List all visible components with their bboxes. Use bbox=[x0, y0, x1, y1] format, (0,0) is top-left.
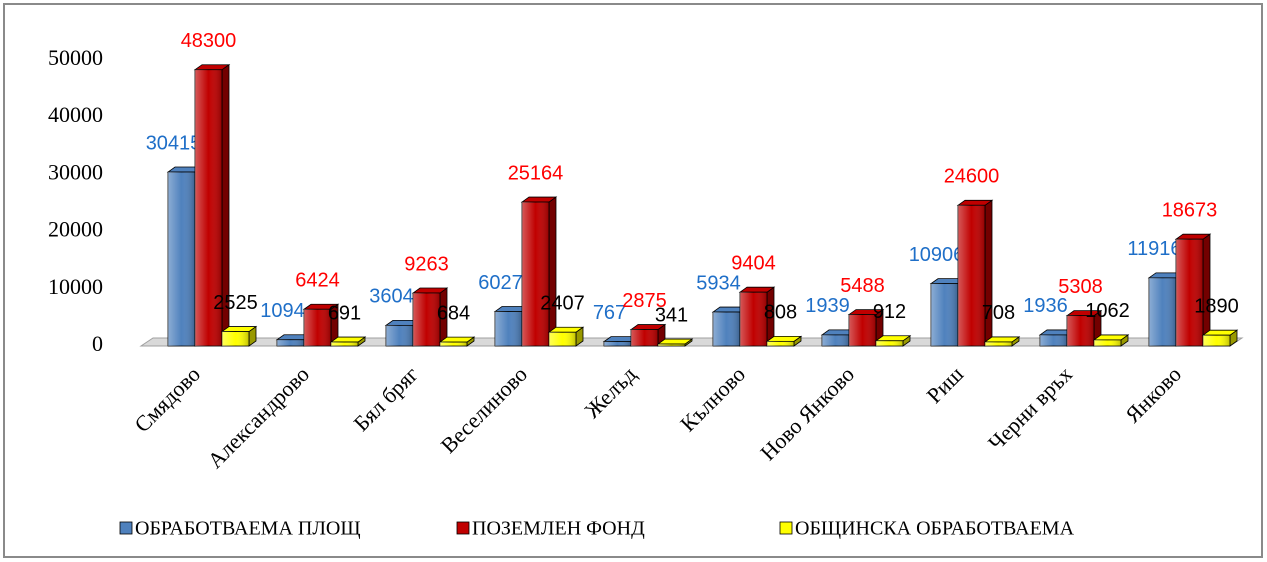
data-label: 2525 bbox=[213, 292, 258, 314]
bar-shade bbox=[1203, 335, 1230, 346]
bar-shade bbox=[1094, 339, 1121, 346]
legend-label: ПОЗЕМЛЕН ФОНД bbox=[472, 518, 645, 540]
bar-shade bbox=[631, 329, 658, 346]
bar-side bbox=[1202, 233, 1211, 347]
y-tick-label: 30000 bbox=[48, 159, 103, 184]
data-label: 5934 bbox=[696, 272, 741, 294]
bar-shade bbox=[549, 332, 576, 346]
bar-shade bbox=[1176, 239, 1203, 346]
data-label: 2407 bbox=[540, 293, 585, 315]
y-tick-label: 40000 bbox=[48, 102, 103, 127]
bar-shade bbox=[168, 172, 195, 346]
bar-shade bbox=[740, 292, 767, 346]
bar-shade bbox=[604, 341, 631, 346]
y-tick-label: 10000 bbox=[48, 274, 103, 299]
data-label: 18673 bbox=[1162, 199, 1218, 221]
legend-swatch bbox=[456, 521, 470, 535]
y-tick-label: 50000 bbox=[48, 45, 103, 70]
bar-shade bbox=[495, 311, 522, 346]
bar-shade bbox=[304, 309, 331, 346]
bar-side bbox=[548, 196, 557, 347]
y-tick-label: 20000 bbox=[48, 217, 103, 242]
bar-shade bbox=[440, 342, 467, 346]
data-label: 1094 bbox=[260, 300, 305, 322]
data-label: 3604 bbox=[369, 286, 414, 308]
bar-shade bbox=[849, 314, 876, 346]
bar-shade bbox=[1040, 334, 1067, 346]
bar-shade bbox=[876, 340, 903, 346]
data-label: 708 bbox=[982, 302, 1015, 324]
bar-shade bbox=[413, 293, 440, 346]
bar-shade bbox=[985, 341, 1012, 346]
bar-shade bbox=[277, 339, 304, 346]
y-tick-label: 0 bbox=[92, 331, 103, 356]
data-label: 2875 bbox=[622, 290, 667, 312]
data-label: 10906 bbox=[909, 244, 965, 266]
bar-shade bbox=[713, 312, 740, 346]
data-label: 25164 bbox=[508, 162, 564, 184]
data-label: 5488 bbox=[840, 275, 885, 297]
data-label: 9263 bbox=[404, 253, 449, 275]
bar-shade bbox=[958, 205, 985, 346]
data-label: 684 bbox=[437, 302, 470, 324]
bar-shade bbox=[331, 342, 358, 346]
data-label: 1062 bbox=[1085, 300, 1130, 322]
data-label: 341 bbox=[655, 304, 688, 326]
data-label: 1890 bbox=[1194, 295, 1239, 317]
data-label: 808 bbox=[764, 302, 797, 324]
bar-shade bbox=[658, 344, 685, 346]
bar-shade bbox=[1149, 277, 1176, 346]
data-label: 48300 bbox=[181, 30, 237, 52]
legend-swatch bbox=[779, 521, 793, 535]
legend-label: ОБЩИНСКА ОБРАБОТВАЕМА bbox=[795, 518, 1075, 540]
bar-shade bbox=[931, 283, 958, 346]
legend-swatch bbox=[119, 521, 133, 535]
data-label: 767 bbox=[593, 302, 626, 324]
data-label: 6027 bbox=[478, 272, 523, 294]
data-label: 11916 bbox=[1127, 238, 1181, 260]
data-label: 1936 bbox=[1023, 295, 1068, 317]
data-label: 912 bbox=[873, 301, 906, 323]
data-label: 1939 bbox=[805, 295, 850, 317]
data-label: 30415 bbox=[146, 132, 202, 154]
data-label: 24600 bbox=[944, 166, 1000, 188]
data-label: 5308 bbox=[1058, 276, 1103, 298]
data-label: 691 bbox=[328, 302, 361, 324]
bar-shade bbox=[386, 325, 413, 346]
legend-label: ОБРАБОТВАЕМА ПЛОЩ bbox=[135, 518, 361, 540]
bar-shade bbox=[195, 69, 222, 346]
bar-shade bbox=[767, 341, 794, 346]
bar-shade bbox=[822, 334, 849, 346]
bar-shade bbox=[1067, 315, 1094, 346]
data-label: 6424 bbox=[295, 270, 340, 292]
bar-shade bbox=[222, 331, 249, 346]
data-label: 9404 bbox=[731, 252, 776, 274]
bar-shade bbox=[522, 202, 549, 346]
